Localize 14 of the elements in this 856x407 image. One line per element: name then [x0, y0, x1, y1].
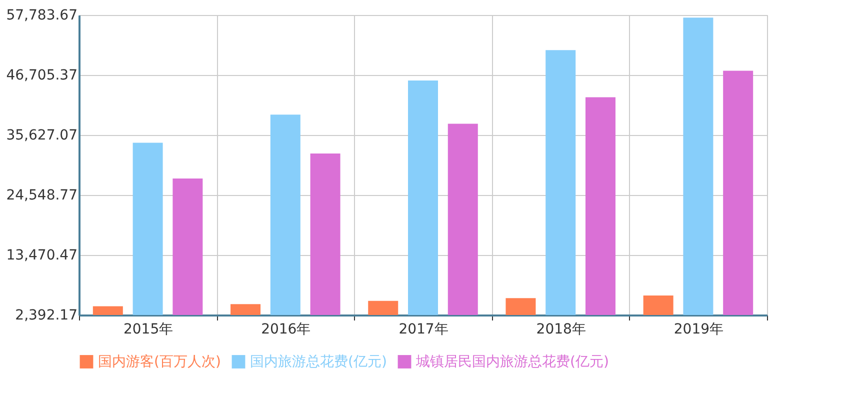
x-tick-label: 2015年: [123, 322, 174, 338]
x-tick-label: 2018年: [536, 322, 586, 338]
y-tick-label: 46,705.37: [6, 68, 78, 84]
x-tick-label: 2017年: [398, 322, 448, 338]
legend-label: 城镇居民国内旅游总花费(亿元): [415, 354, 609, 370]
legend-label: 国内旅游总花费(亿元): [250, 354, 387, 370]
y-tick-label: 24,548.77: [6, 188, 78, 204]
legend-label: 国内游客(百万人次): [98, 354, 221, 370]
y-tick-label: 57,783.67: [6, 8, 78, 24]
x-tick-label: 2019年: [674, 322, 724, 338]
y-tick-label: 35,627.07: [6, 128, 78, 144]
y-tick-label: 2,392.17: [15, 308, 78, 324]
x-tick-label: 2016年: [261, 322, 311, 338]
y-tick-label: 13,470.47: [6, 248, 78, 264]
